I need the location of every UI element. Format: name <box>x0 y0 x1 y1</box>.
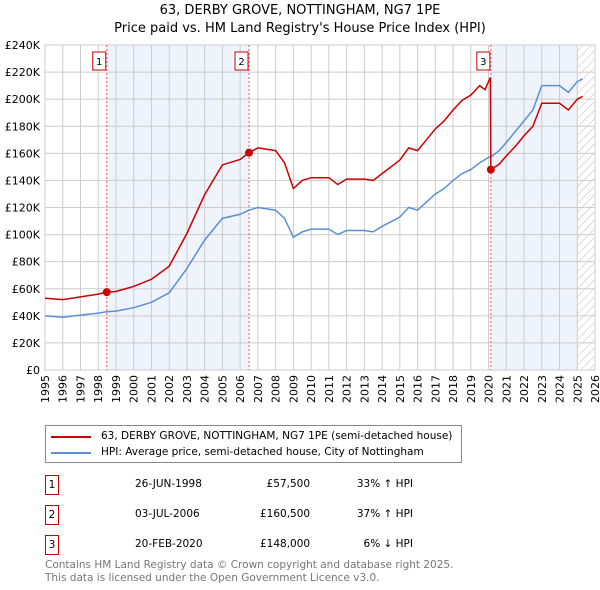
y-tick-label: £140K <box>5 174 41 187</box>
sale-hpi: 6% ↓ HPI <box>363 538 413 550</box>
legend: 63, DERBY GROVE, NOTTINGHAM, NG7 1PE (se… <box>45 425 462 463</box>
y-tick-label: £80K <box>12 256 41 269</box>
y-tick-label: £20K <box>12 337 41 350</box>
y-tick-label: £240K <box>5 39 41 52</box>
legend-item-property: 63, DERBY GROVE, NOTTINGHAM, NG7 1PE (se… <box>51 430 452 443</box>
price-paid-line <box>44 77 583 301</box>
x-tick-label: 2020 <box>483 375 496 403</box>
chart-subtitle: Price paid vs. HM Land Registry's House … <box>114 21 486 36</box>
legend-swatch-red <box>51 435 91 438</box>
x-tick-label: 2013 <box>358 375 371 403</box>
sale-price: £160,500 <box>260 508 311 520</box>
sale-row: 2 03-JUL-2006 £160,500 37% ↑ HPI <box>45 505 445 525</box>
sale-point <box>486 165 495 174</box>
footer-licence: This data is licensed under the Open Gov… <box>45 572 380 584</box>
y-tick-label: £60K <box>12 283 41 296</box>
x-tick-label: 2002 <box>163 375 176 403</box>
legend-item-hpi: HPI: Average price, semi-detached house,… <box>51 446 424 459</box>
x-tick-label: 2026 <box>589 375 600 403</box>
y-tick-label: £180K <box>5 120 41 133</box>
legend-label: HPI: Average price, semi-detached house,… <box>101 446 424 458</box>
x-tick-label: 1995 <box>39 375 52 403</box>
x-tick-label: 2010 <box>305 375 318 403</box>
x-tick-label: 2023 <box>536 375 549 403</box>
x-tick-label: 2012 <box>341 375 354 403</box>
x-tick-label: 1996 <box>57 375 70 403</box>
legend-swatch-blue <box>51 451 91 454</box>
legend-label: 63, DERBY GROVE, NOTTINGHAM, NG7 1PE (se… <box>101 430 453 442</box>
x-tick-label: 2011 <box>323 375 336 403</box>
x-tick-label: 1998 <box>92 375 105 403</box>
x-tick-label: 2006 <box>234 375 247 403</box>
x-tick-label: 2018 <box>447 375 460 403</box>
sale-label-box <box>92 51 107 71</box>
x-tick-label: 2024 <box>554 375 567 403</box>
plot-frame <box>44 44 596 371</box>
sale-label-box <box>476 51 491 71</box>
sale-marker: 2 <box>45 505 59 525</box>
x-tick-label: 2004 <box>199 375 212 403</box>
y-tick-label: £40K <box>12 310 41 323</box>
sale-row: 1 26-JUN-1998 £57,500 33% ↑ HPI <box>45 475 445 495</box>
y-tick-label: £0 <box>26 364 40 377</box>
sale-marker: 1 <box>45 475 59 495</box>
y-tick-label: £160K <box>5 147 41 160</box>
sale-marker: 3 <box>45 535 59 555</box>
x-tick-label: 1997 <box>74 375 87 403</box>
x-tick-label: 2019 <box>465 375 478 403</box>
x-tick-label: 2008 <box>270 375 283 403</box>
hpi-line <box>44 78 583 318</box>
x-tick-label: 2025 <box>571 375 584 403</box>
x-tick-label: 2009 <box>287 375 300 403</box>
footer-copyright: Contains HM Land Registry data © Crown c… <box>45 559 454 571</box>
y-tick-label: £200K <box>5 93 41 106</box>
sale-label: 3 <box>480 57 486 68</box>
x-tick-label: 2022 <box>518 375 531 403</box>
sale-price: £148,000 <box>260 538 311 550</box>
y-tick-label: £120K <box>5 202 41 215</box>
x-tick-label: 2021 <box>500 375 513 403</box>
x-tick-label: 2001 <box>145 375 158 403</box>
sale-date: 20-FEB-2020 <box>135 538 203 550</box>
sale-date: 03-JUL-2006 <box>135 508 200 520</box>
x-tick-label: 2003 <box>181 375 194 403</box>
sale-label-box <box>234 51 249 71</box>
sale-label: 1 <box>96 57 102 68</box>
sale-point <box>245 148 254 157</box>
sale-hpi: 33% ↑ HPI <box>356 478 413 490</box>
sale-label: 2 <box>238 57 244 68</box>
x-tick-label: 2005 <box>216 375 229 403</box>
sale-point <box>102 288 111 297</box>
sale-row: 3 20-FEB-2020 £148,000 6% ↓ HPI <box>45 535 445 555</box>
x-tick-label: 1999 <box>110 375 123 403</box>
chart-svg: 1995 1996 1997 1998 1999 2000 2001 2002 2003 2004… <box>5 39 600 403</box>
x-tick-label: 2017 <box>429 375 442 403</box>
y-tick-label: £100K <box>5 229 41 242</box>
sale-price: £57,500 <box>266 478 310 490</box>
x-tick-label: 2014 <box>376 375 389 403</box>
chart-title: 63, DERBY GROVE, NOTTINGHAM, NG7 1PE <box>159 3 441 18</box>
x-tick-label: 2016 <box>412 375 425 403</box>
x-tick-label: 2000 <box>128 375 141 403</box>
x-tick-label: 2007 <box>252 375 265 403</box>
x-tick-label: 2015 <box>394 375 407 403</box>
sale-date: 26-JUN-1998 <box>135 478 202 490</box>
y-tick-label: £220K <box>5 66 41 79</box>
sale-hpi: 37% ↑ HPI <box>356 508 413 520</box>
